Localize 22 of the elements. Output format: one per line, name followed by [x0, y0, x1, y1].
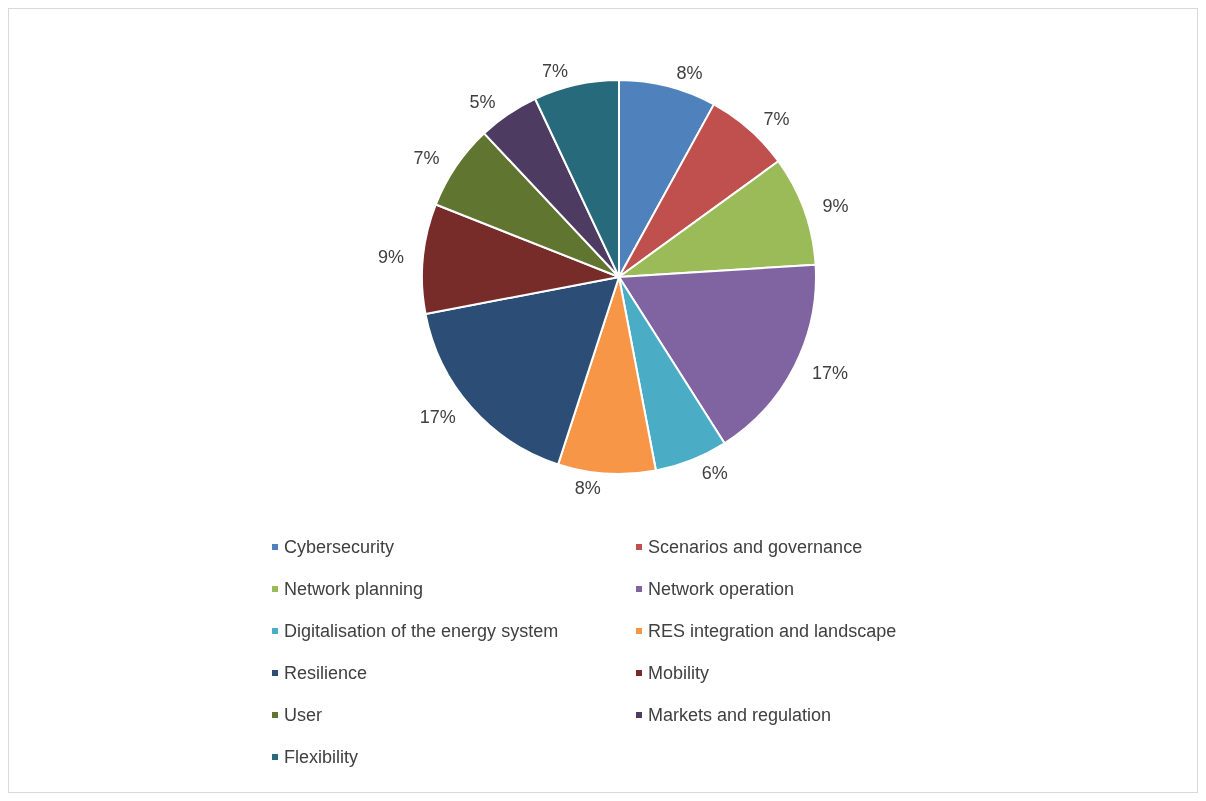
- legend-label: Resilience: [284, 663, 368, 683]
- data-label: 7%: [413, 148, 440, 169]
- data-label: 8%: [676, 62, 703, 83]
- data-label: 17%: [812, 362, 849, 383]
- legend-label: Digitalisation of the energy system: [284, 621, 559, 641]
- legend-label: Flexibility: [284, 747, 359, 767]
- legend-label: Network operation: [648, 579, 795, 599]
- legend-label: Mobility: [648, 663, 710, 683]
- legend-label: User: [284, 705, 323, 725]
- data-label: 7%: [763, 108, 790, 129]
- legend-label: Markets and regulation: [648, 705, 832, 725]
- data-label: 8%: [574, 477, 601, 498]
- legend-label: RES integration and landscape: [648, 621, 897, 641]
- data-label: 9%: [377, 247, 404, 268]
- data-label: 7%: [541, 61, 568, 82]
- legend-label: Cybersecurity: [284, 537, 395, 557]
- data-label: 6%: [701, 463, 728, 484]
- data-label: 5%: [469, 92, 496, 113]
- data-label: 9%: [822, 195, 849, 216]
- legend-label: Network planning: [284, 579, 424, 599]
- legend-label: Scenarios and governance: [648, 537, 863, 557]
- data-label: 17%: [419, 406, 456, 427]
